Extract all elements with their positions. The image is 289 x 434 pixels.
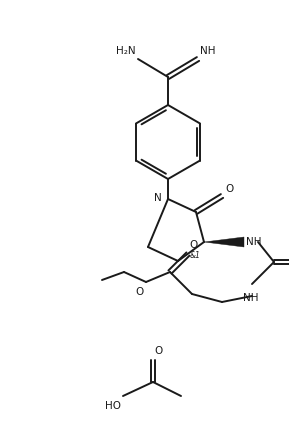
- Text: O: O: [189, 240, 197, 250]
- Text: HO: HO: [105, 400, 121, 410]
- Text: O: O: [154, 345, 162, 355]
- Text: N: N: [154, 193, 162, 203]
- Text: O: O: [225, 184, 233, 194]
- Text: H₂N: H₂N: [116, 46, 136, 56]
- Text: NH: NH: [243, 293, 259, 302]
- Text: &1: &1: [190, 250, 201, 260]
- Text: NH: NH: [246, 237, 262, 247]
- Text: NH: NH: [200, 46, 216, 56]
- Polygon shape: [204, 237, 244, 247]
- Text: O: O: [136, 286, 144, 296]
